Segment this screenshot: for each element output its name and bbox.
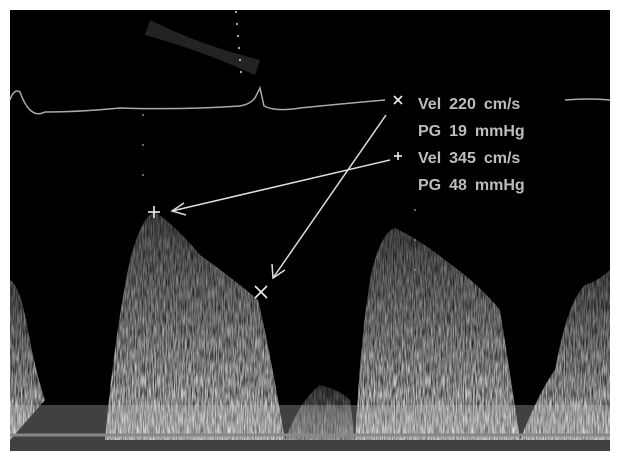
measurement-value: 220 — [449, 96, 476, 113]
measurement-value: 345 — [449, 150, 476, 167]
measurement-label: Vel — [418, 96, 441, 113]
measurement: Vel 220 cm/s — [418, 96, 520, 113]
measurement: Vel 345 cm/s — [418, 150, 520, 167]
measurement-unit: mmHg — [475, 123, 525, 140]
measurement-label: PG — [418, 123, 441, 140]
measurement-label: Vel — [418, 150, 441, 167]
measurement-value: 19 — [449, 123, 467, 140]
page: Vel220cm/sPG19mmHgVel345cm/sPG48mmHg (()… — [0, 0, 620, 461]
measurement-unit: mmHg — [475, 177, 525, 194]
measurement-unit: cm/s — [484, 96, 521, 113]
measurement-value: 48 — [449, 177, 467, 194]
doppler-screen: Vel 220 cm/s PG 19 mmHg Vel 345 cm/s PG 48 mmHg — [0, 0, 620, 461]
image-area — [10, 10, 610, 451]
measurement-label: PG — [418, 177, 441, 194]
baseline-band — [10, 405, 610, 451]
measurement-unit: cm/s — [484, 150, 521, 167]
